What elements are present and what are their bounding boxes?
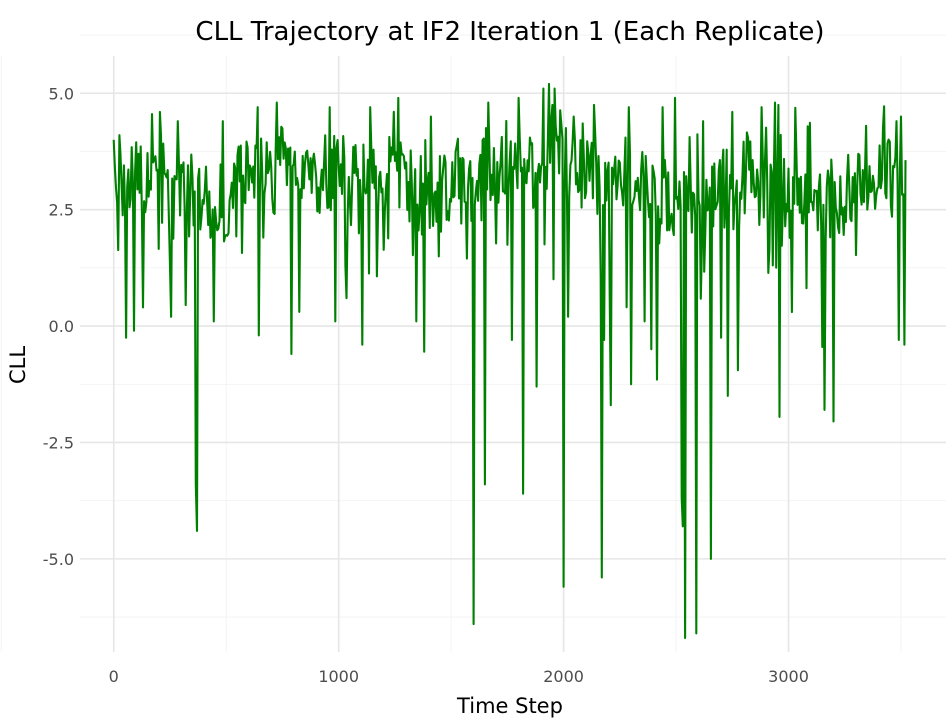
y-axis-title: CLL	[6, 346, 30, 384]
x-tick-label: 0	[109, 667, 119, 686]
x-axis-title: Time Step	[456, 694, 563, 718]
x-tick-label: 1000	[318, 667, 359, 686]
y-tick-label: 2.5	[49, 201, 74, 220]
cll-series-line	[112, 82, 907, 640]
x-tick-label: 3000	[768, 667, 809, 686]
y-tick-labels: 5.0 2.5 0.0 -2.5 -5.0	[43, 84, 74, 569]
y-tick-label: 0.0	[49, 317, 74, 336]
data-series	[112, 82, 907, 640]
y-tick-label: -2.5	[43, 433, 74, 452]
x-tick-labels: 0 1000 2000 3000	[109, 667, 809, 686]
y-tick-label: -5.0	[43, 550, 74, 569]
y-tick-label: 5.0	[49, 84, 74, 103]
major-grid	[80, 56, 946, 652]
chart-title: CLL Trajectory at IF2 Iteration 1 (Each …	[195, 17, 824, 47]
x-tick-label: 2000	[543, 667, 584, 686]
